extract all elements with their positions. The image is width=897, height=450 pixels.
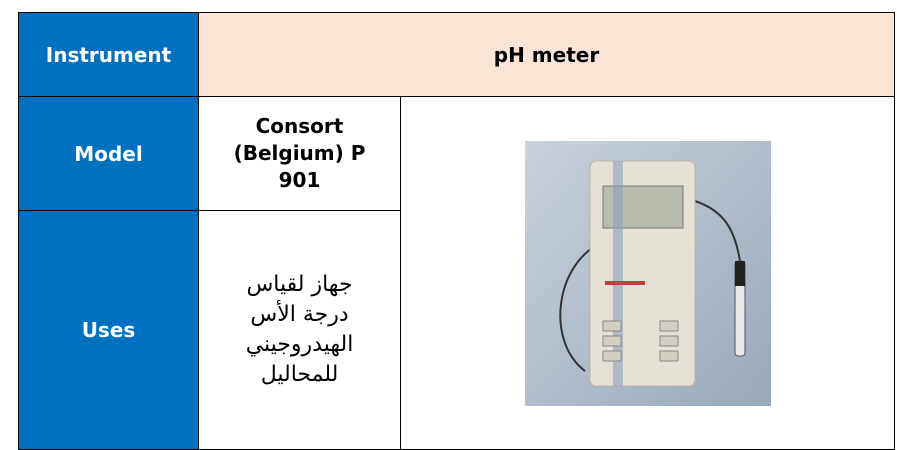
row-label-cell: Model: [18, 96, 199, 211]
header-label: Instrument: [45, 42, 172, 67]
model-line: 901: [278, 168, 321, 192]
uses-cell: جهاز لقياس درجة الأس الهيدروجيني للمحالي…: [198, 210, 401, 450]
row-label: Model: [74, 141, 143, 166]
model-line: (Belgium) P: [233, 141, 366, 165]
row-label: Uses: [81, 318, 136, 342]
photo-cell: [400, 96, 895, 450]
model-cell: Consort (Belgium) P 901: [198, 96, 401, 211]
uses-line: الهيدروجيني: [245, 332, 354, 357]
uses-line: درجة الأس: [250, 302, 349, 327]
header-label-cell: Instrument: [18, 12, 199, 97]
uses-line: جهاز لقياس: [246, 272, 353, 297]
header-value: pH meter: [493, 42, 600, 67]
ph-meter-photo: [524, 140, 771, 406]
header-value-cell: pH meter: [198, 12, 895, 97]
uses-line: للمحاليل: [260, 362, 339, 387]
row-label-cell: Uses: [18, 210, 199, 450]
model-line: Consort: [255, 114, 344, 138]
